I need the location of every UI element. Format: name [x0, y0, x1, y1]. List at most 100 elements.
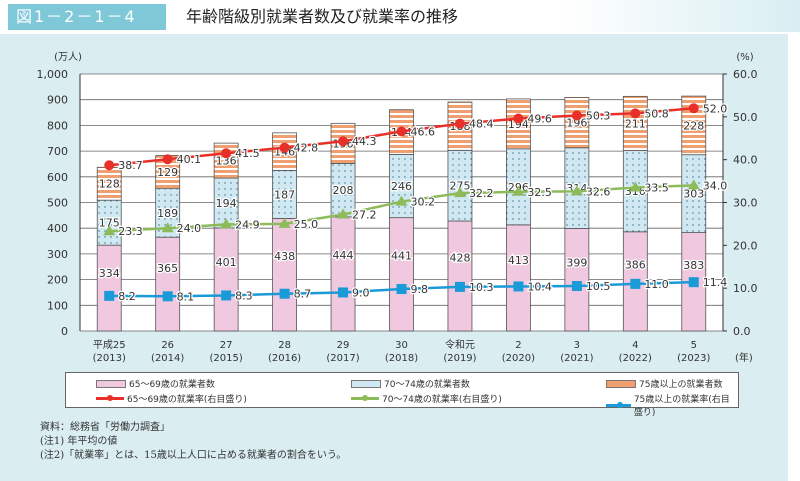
legend-line-marker — [351, 395, 379, 401]
data-point — [337, 208, 350, 219]
data-point — [687, 179, 700, 190]
legend-label: 70～74歳の就業者数 — [384, 380, 470, 390]
bar-label: 383 — [683, 259, 704, 272]
bar-segment — [330, 216, 356, 332]
data-point — [278, 217, 291, 228]
data-point — [103, 225, 116, 236]
x-tick-year: (2013) — [93, 353, 126, 364]
bar-label: 196 — [566, 117, 587, 130]
right-tick-label: 60.0 — [733, 68, 758, 81]
x-tick-year: (2014) — [151, 353, 184, 364]
right-tick-label: 0.0 — [733, 325, 751, 338]
x-tick-label: 4 — [632, 340, 638, 351]
data-point — [630, 278, 641, 289]
left-tick-label: 800 — [47, 119, 68, 132]
data-point — [104, 160, 115, 171]
line-label: 32.5 — [527, 186, 552, 199]
left-tick-label: 500 — [47, 197, 68, 210]
bar-label: 194 — [508, 118, 529, 131]
right-tick-label: 50.0 — [733, 111, 758, 124]
legend-item: 65～69歳の就業率(右目盛り) — [96, 392, 247, 405]
legend-item: 75歳以上の就業率(右目盛り) — [606, 392, 738, 418]
legend-swatch — [351, 379, 381, 388]
right-axis-label: (%) — [736, 52, 753, 63]
bar-label: 334 — [99, 267, 120, 280]
right-tick-label: 10.0 — [733, 282, 758, 295]
bar-segment — [564, 96, 590, 149]
data-point — [688, 103, 699, 114]
legend: 65～69歳の就業者数 70～74歳の就業者数 75歳以上の就業者数 65～69歳の就… — [65, 372, 739, 418]
line-label: 10.3 — [469, 281, 494, 294]
notes: 資料：総務省「労働力調査」 (注1) 年平均の値 (注2)「就業率」とは、15歳… — [40, 421, 346, 463]
legend-label: 65～69歳の就業者数 — [129, 380, 215, 390]
bar-segment — [272, 169, 297, 219]
line-label: 46.6 — [411, 125, 436, 138]
data-point — [338, 287, 349, 298]
bar-segment — [96, 244, 122, 332]
legend-label: 65～69歳の就業率(右目盛り) — [127, 395, 247, 405]
bar-segment — [447, 220, 473, 332]
legend-item: 65～69歳の就業者数 — [96, 377, 215, 390]
legend-item: 75歳以上の就業者数 — [606, 377, 722, 390]
figure-number: 図1－2－1－4 — [8, 4, 166, 30]
x-tick-label: 28 — [278, 340, 291, 351]
bar-label: 246 — [391, 180, 412, 193]
line-label: 8.3 — [235, 289, 253, 302]
data-point — [220, 218, 233, 229]
line-label: 10.5 — [586, 280, 611, 293]
bar-segment — [96, 166, 122, 201]
data-point — [221, 290, 232, 301]
left-tick-label: 1,000 — [37, 68, 69, 81]
data-point — [396, 284, 407, 295]
bar-label: 189 — [157, 207, 178, 220]
data-point — [396, 126, 407, 137]
line-label: 9.8 — [411, 283, 429, 296]
right-tick-label: 30.0 — [733, 197, 758, 210]
data-point — [453, 187, 466, 198]
bar-label: 129 — [157, 166, 178, 179]
bar-label: 444 — [333, 249, 354, 262]
data-point — [513, 281, 524, 292]
data-point — [161, 222, 174, 233]
x-tick-year: (2023) — [677, 353, 710, 364]
legend-item: 70～74歳の就業者数 — [351, 377, 470, 390]
left-tick-label: 700 — [47, 145, 68, 158]
note-source: 資料：総務省「労働力調査」 — [40, 422, 170, 433]
bar-label: 401 — [216, 256, 237, 269]
left-tick-label: 300 — [47, 248, 68, 261]
data-point — [513, 113, 524, 124]
x-tick-label: 3 — [574, 340, 580, 351]
bar-segment — [96, 199, 122, 246]
bar-segment — [389, 154, 414, 219]
line-label: 40.1 — [177, 153, 202, 166]
x-axis-unit: (年) — [735, 351, 753, 364]
legend-label: 75歳以上の就業率(右目盛り) — [633, 395, 730, 418]
x-tick-label: 平成25 — [93, 339, 126, 351]
bar-label: 187 — [274, 188, 295, 201]
x-tick-year: (2018) — [385, 353, 418, 364]
line-label: 9.0 — [352, 286, 370, 299]
chart-title: 年齢階級別就業者数及び就業率の推移 — [186, 7, 459, 26]
line-label: 25.0 — [294, 218, 319, 231]
bar-segment — [213, 227, 239, 332]
bar-label: 303 — [683, 188, 704, 201]
bar-segment — [155, 236, 181, 332]
bar-segment — [506, 98, 531, 150]
bar-label: 441 — [391, 250, 412, 263]
line-label: 8.7 — [294, 288, 312, 301]
bar-label: 228 — [683, 119, 704, 132]
bar-label: 194 — [216, 197, 237, 210]
legend-swatch — [606, 379, 636, 388]
bar-segment — [272, 218, 297, 332]
data-point — [279, 142, 290, 153]
bar-segment — [389, 217, 414, 332]
bar-label: 136 — [216, 155, 237, 168]
x-tick-year: (2019) — [443, 353, 476, 364]
header: 図1－2－1－4 年齢階級別就業者数及び就業率の推移 — [0, 0, 800, 32]
right-tick-label: 20.0 — [733, 239, 758, 252]
line-label: 50.3 — [586, 110, 611, 123]
legend-label: 75歳以上の就業者数 — [639, 380, 723, 390]
data-point — [630, 108, 641, 119]
bar-label: 208 — [333, 184, 354, 197]
